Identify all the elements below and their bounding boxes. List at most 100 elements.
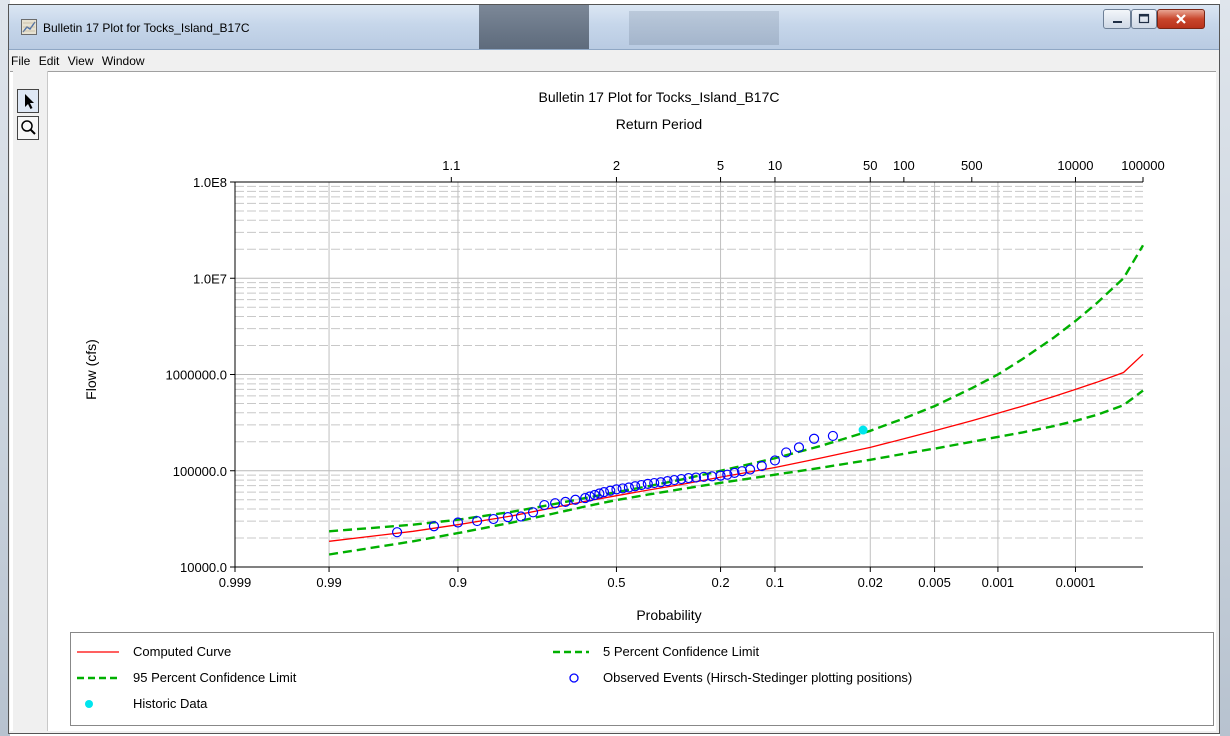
top-tick-label: 10 xyxy=(768,158,782,173)
menu-view[interactable]: View xyxy=(67,54,94,68)
legend-5-percent: 5 Percent Confidence Limit xyxy=(541,643,1041,663)
observed-event-point xyxy=(550,498,561,509)
observed-event-point xyxy=(662,476,673,487)
observed-event-point xyxy=(655,477,666,488)
app-chart-icon xyxy=(21,19,37,35)
menu-file[interactable]: File xyxy=(11,54,31,68)
observed-event-point xyxy=(391,527,403,538)
frequency-chart: 10000.0 100000.0 1000000.0 1.0E7 1.0E8 0.999 0… xyxy=(83,89,1165,623)
window-title: Bulletin 17 Plot for Tocks_Island_B17C xyxy=(43,21,250,35)
maximize-icon xyxy=(1138,13,1150,24)
observed-event-point xyxy=(781,447,792,458)
top-tick-label: 5 xyxy=(717,158,724,173)
observed-event-point xyxy=(589,489,600,501)
legend-95-percent: 95 Percent Confidence Limit xyxy=(71,669,551,689)
top-tick-label: 1.1 xyxy=(442,158,460,173)
desktop-background-left xyxy=(0,0,10,736)
x-tick-label: 0.5 xyxy=(607,575,625,590)
observed-event-point xyxy=(715,470,726,481)
x-tick-label: 0.02 xyxy=(858,575,883,590)
title-bar[interactable]: Bulletin 17 Plot for Tocks_Island_B17C xyxy=(9,5,1219,50)
historic-data-point xyxy=(858,425,868,435)
observed-event-point xyxy=(676,473,687,485)
observed-event-point xyxy=(623,482,634,493)
menu-bar: File Edit View Window xyxy=(9,52,1219,72)
x-axis-title: Probability xyxy=(636,607,701,623)
background-window-behind-2 xyxy=(629,11,779,45)
observed-event-point xyxy=(488,513,499,525)
x-tick-label: 0.001 xyxy=(982,575,1015,590)
observed-event-point xyxy=(605,485,616,496)
chart-legend: Computed Curve 5 Percent Confidence Limi… xyxy=(70,632,1214,726)
legend-5-percent-line xyxy=(553,650,589,654)
x-tick-label: 0.99 xyxy=(316,575,341,590)
observed-event-point xyxy=(808,433,820,444)
observed-event-point xyxy=(515,511,527,522)
top-axis-title: Return Period xyxy=(616,116,702,132)
observed-event-point xyxy=(630,481,641,492)
observed-event-point xyxy=(502,511,513,523)
legend-observed: Observed Events (Hirsch-Stedinger plotti… xyxy=(541,669,1141,689)
observed-event-point xyxy=(598,487,610,498)
observed-event-point xyxy=(756,460,767,472)
observed-event-point xyxy=(690,472,702,483)
menu-edit[interactable]: Edit xyxy=(38,54,60,68)
y-tick-label: 10000.0 xyxy=(180,560,227,575)
menu-window[interactable]: Window xyxy=(101,54,145,68)
observed-event-point xyxy=(736,466,748,477)
zoom-magnifier-icon xyxy=(21,120,36,135)
minimize-icon xyxy=(1113,21,1122,23)
plot-window: Bulletin 17 Plot for Tocks_Island_B17C F… xyxy=(8,4,1220,734)
minimize-button[interactable] xyxy=(1103,9,1131,29)
y-tick-label: 1.0E8 xyxy=(193,175,227,190)
close-icon xyxy=(1176,14,1186,24)
x-tick-label: 0.005 xyxy=(918,575,951,590)
observed-event-point xyxy=(642,478,653,490)
top-tick-label: 500 xyxy=(961,158,983,173)
background-window-behind xyxy=(479,5,589,49)
observed-event-point xyxy=(769,455,781,466)
observed-event-point xyxy=(827,430,839,442)
maximize-button[interactable] xyxy=(1131,9,1157,29)
confidence-5-percent-line xyxy=(329,244,1145,533)
observed-event-point xyxy=(683,472,694,484)
close-button[interactable] xyxy=(1157,9,1205,29)
observed-event-point xyxy=(570,494,581,505)
observed-event-point xyxy=(527,507,539,518)
observed-event-point xyxy=(744,464,756,475)
observed-event-point xyxy=(793,442,805,453)
x-tick-label: 0.9 xyxy=(449,575,467,590)
observed-event-point xyxy=(452,517,464,528)
legend-label: Computed Curve xyxy=(133,644,232,659)
legend-historic-dot xyxy=(85,700,93,708)
y-tick-label: 1000000.0 xyxy=(166,368,227,383)
legend-computed-line xyxy=(77,651,119,653)
x-tick-label: 0.0001 xyxy=(1056,575,1096,590)
legend-label: 5 Percent Confidence Limit xyxy=(603,644,760,659)
legend-95-percent-line xyxy=(77,676,119,680)
legend-label: 95 Percent Confidence Limit xyxy=(133,670,297,685)
legend-computed-curve: Computed Curve xyxy=(71,643,551,663)
observed-event-point xyxy=(611,484,622,495)
y-tick-label: 1.0E7 xyxy=(193,271,227,286)
observed-event-point xyxy=(636,479,647,491)
observed-event-point xyxy=(729,467,740,478)
top-tick-label: 100000 xyxy=(1121,158,1164,173)
observed-event-point xyxy=(539,499,550,511)
computed-curve-line xyxy=(329,353,1144,542)
plot-panel: 10000.0 100000.0 1000000.0 1.0E7 1.0E8 0.999 0… xyxy=(10,71,1216,731)
observed-event-point xyxy=(580,492,591,504)
top-tick-label: 100 xyxy=(893,158,915,173)
legend-label: Historic Data xyxy=(133,696,208,711)
x-tick-label: 0.1 xyxy=(766,575,784,590)
observed-event-point xyxy=(698,471,709,482)
legend-historic: Historic Data xyxy=(71,695,551,715)
observed-event-point xyxy=(560,496,571,507)
zoom-tool-button[interactable] xyxy=(17,116,39,140)
observed-event-point xyxy=(584,491,596,502)
observed-event-point xyxy=(669,474,680,486)
select-tool-button[interactable] xyxy=(17,89,39,113)
legend-label: Observed Events (Hirsch-Stedinger plotti… xyxy=(603,670,913,685)
x-tick-label: 0.2 xyxy=(712,575,730,590)
observed-event-point xyxy=(472,515,483,527)
